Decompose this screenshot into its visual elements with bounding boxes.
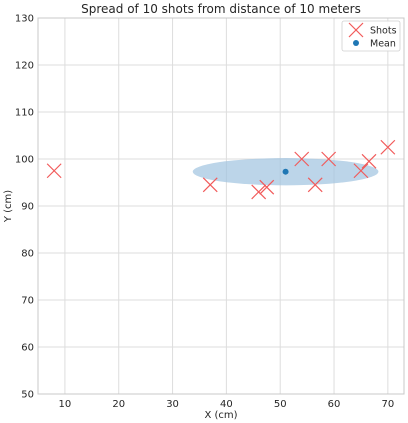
shot-marker-stroke: [251, 184, 267, 200]
mean-marker: [282, 168, 289, 175]
shot-marker-stroke: [380, 139, 396, 155]
shot-marker-stroke: [46, 163, 62, 179]
x-tick-label: 70: [381, 399, 394, 410]
legend-mean-marker: [353, 40, 359, 46]
y-tick-label: 80: [21, 249, 34, 260]
shot-marker: [46, 163, 62, 179]
y-tick-label: 70: [21, 296, 34, 307]
x-axis-label: X (cm): [204, 410, 237, 421]
x-tick-label: 30: [166, 399, 179, 410]
shot-marker: [294, 151, 310, 167]
legend-label-shots: Shots: [370, 26, 397, 37]
shot-marker: [202, 177, 218, 193]
shot-marker-stroke: [259, 179, 275, 195]
shot-marker: [259, 179, 275, 195]
shot-marker-stroke: [361, 153, 377, 169]
legend-shots-marker: [348, 22, 364, 38]
shot-marker-stroke: [321, 151, 337, 167]
x-tick-label: 60: [328, 399, 341, 410]
shot-marker: [307, 177, 323, 193]
x-tick-label: 50: [274, 399, 287, 410]
x-tick-label: 40: [220, 399, 233, 410]
y-tick-label: 100: [15, 155, 34, 166]
legend: Shots Mean: [341, 20, 401, 52]
shot-marker: [353, 163, 369, 179]
shot-marker-stroke: [353, 163, 369, 179]
x-tick-label: 10: [59, 399, 72, 410]
shot-marker: [380, 139, 396, 155]
legend-shots-stroke: [348, 22, 364, 38]
shot-marker-stroke: [307, 177, 323, 193]
data-marks: [46, 139, 396, 200]
grid: [38, 17, 404, 395]
y-tick-label: 120: [15, 61, 34, 72]
shot-marker: [251, 184, 267, 200]
y-tick-label: 130: [15, 14, 34, 25]
y-axis-label: Y (cm): [3, 190, 14, 223]
y-tick-labels: 50 60 70 80 90 100 110 120 130: [15, 14, 34, 401]
shot-marker-stroke: [294, 151, 310, 167]
plot-frame: [37, 17, 405, 395]
y-tick-label: 50: [21, 390, 34, 401]
shot-marker: [321, 151, 337, 167]
shot-marker: [361, 153, 377, 169]
x-tick-label: 20: [112, 399, 125, 410]
shot-marker-stroke: [202, 177, 218, 193]
y-tick-label: 60: [21, 343, 34, 354]
x-tick-labels: 10 20 30 40 50 60 70: [59, 399, 395, 410]
y-tick-label: 110: [15, 108, 34, 119]
chart-title: Spread of 10 shots from distance of 10 m…: [81, 2, 361, 16]
y-tick-label: 90: [21, 202, 34, 213]
legend-label-mean: Mean: [370, 39, 396, 50]
